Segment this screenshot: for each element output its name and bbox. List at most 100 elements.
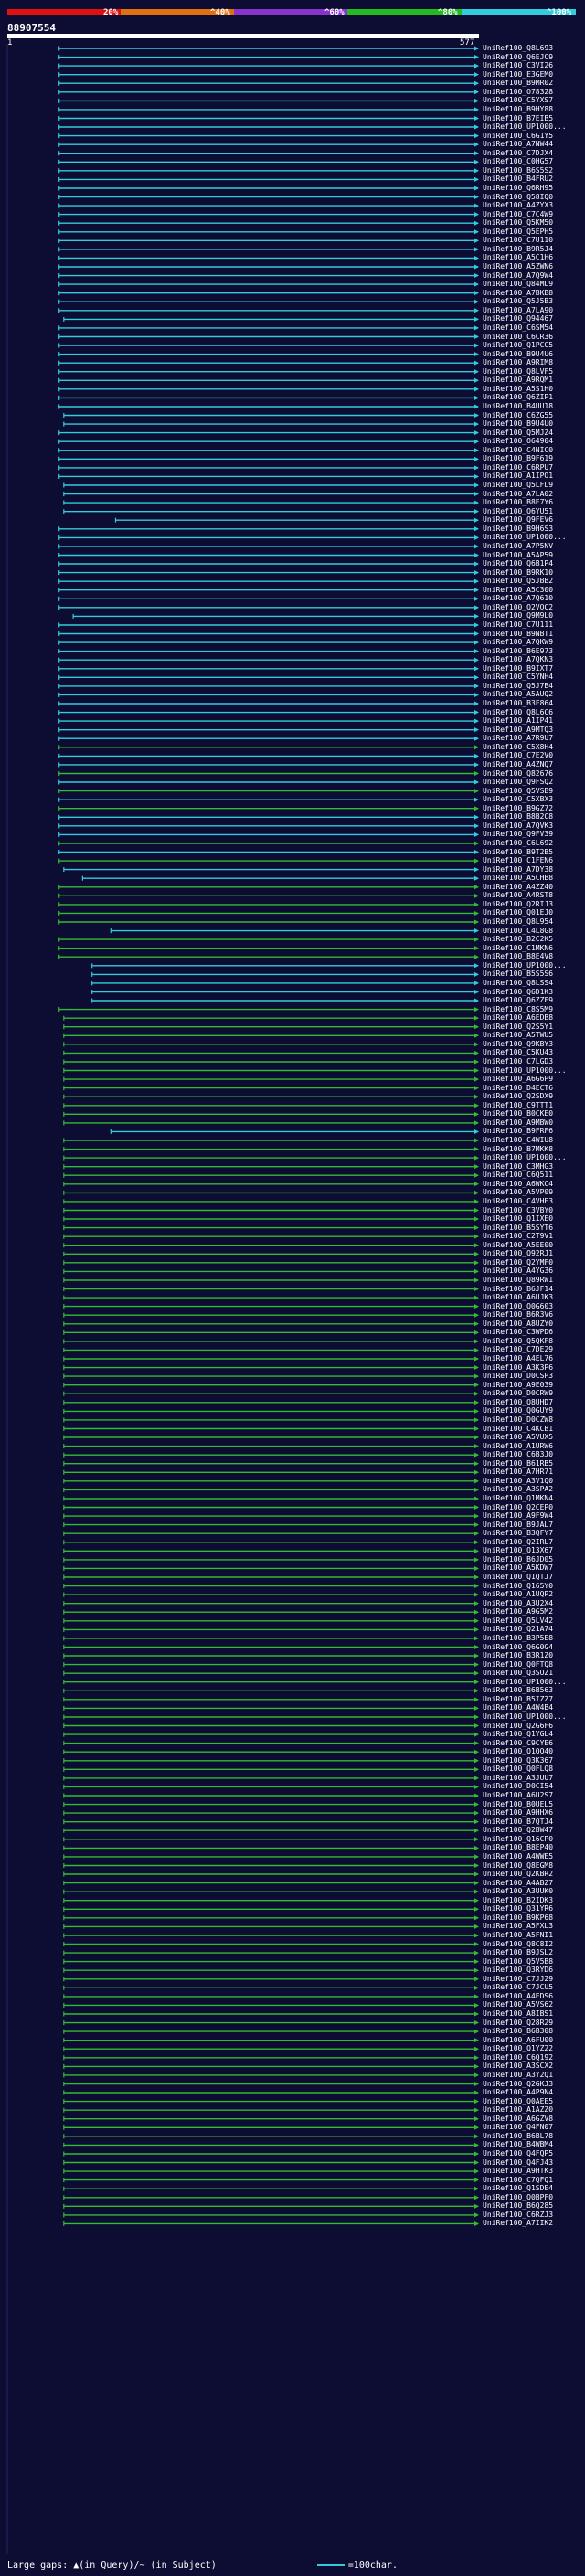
- hit-label[interactable]: UniRef100_C3VI26: [483, 61, 554, 70]
- hit-label[interactable]: UniRef100_C7DJX4: [483, 148, 554, 157]
- hit-label[interactable]: UniRef100_A3UUK0: [483, 1887, 554, 1896]
- hit-label[interactable]: UniRef100_A1UQP2: [483, 1590, 554, 1599]
- hit-label[interactable]: UniRef100_Q9KBY3: [483, 1039, 554, 1048]
- hit-label[interactable]: UniRef100_B6Q285: [483, 2201, 554, 2210]
- hit-label[interactable]: UniRef100_C6G1Y5: [483, 131, 554, 140]
- hit-label[interactable]: UniRef100_Q0BPF0: [483, 2192, 554, 2201]
- hit-label[interactable]: UniRef100_A3SPA2: [483, 1485, 554, 1494]
- hit-label[interactable]: UniRef100_A5FXL3: [483, 1922, 554, 1931]
- hit-label[interactable]: UniRef100_UP1000...: [483, 1677, 567, 1686]
- hit-label[interactable]: UniRef100_A9MBW0: [483, 1118, 554, 1127]
- hit-label[interactable]: UniRef100_B7EIB5: [483, 113, 554, 122]
- hit-label[interactable]: UniRef100_A5S1H0: [483, 384, 554, 393]
- hit-label[interactable]: UniRef100_C6B3J0: [483, 1450, 554, 1459]
- hit-label[interactable]: UniRef100_C5KU43: [483, 1048, 554, 1057]
- hit-label[interactable]: UniRef100_Q31YR6: [483, 1904, 554, 1913]
- hit-label[interactable]: UniRef100_C6ZG55: [483, 410, 554, 419]
- hit-label[interactable]: UniRef100_C4VHE3: [483, 1196, 554, 1205]
- hit-label[interactable]: UniRef100_C0HG57: [483, 157, 554, 166]
- hit-label[interactable]: UniRef100_A9G5M2: [483, 1607, 554, 1617]
- hit-label[interactable]: UniRef100_C3VBY0: [483, 1205, 554, 1214]
- hit-label[interactable]: UniRef100_Q1MKN4: [483, 1494, 554, 1502]
- hit-label[interactable]: UniRef100_Q8EGM8: [483, 1860, 554, 1870]
- hit-label[interactable]: UniRef100_A4ZYX3: [483, 201, 554, 210]
- hit-label[interactable]: UniRef100_Q94467: [483, 314, 554, 323]
- hit-label[interactable]: UniRef100_A7Q9W4: [483, 270, 554, 280]
- hit-label[interactable]: UniRef100_Q58IQ0: [483, 192, 554, 201]
- hit-label[interactable]: UniRef100_C6L692: [483, 839, 554, 847]
- hit-label[interactable]: UniRef100_A3K3P6: [483, 1362, 554, 1372]
- hit-label[interactable]: UniRef100_Q165Y0: [483, 1581, 554, 1590]
- hit-label[interactable]: UniRef100_B2C2K5: [483, 935, 554, 944]
- hit-label[interactable]: UniRef100_Q5KM50: [483, 218, 554, 228]
- hit-label[interactable]: UniRef100_A6EDB8: [483, 1013, 554, 1023]
- hit-label[interactable]: UniRef100_C6SM54: [483, 323, 554, 332]
- hit-label[interactable]: UniRef100_Q9FV39: [483, 830, 554, 839]
- hit-label[interactable]: UniRef100_B5IZZ7: [483, 1694, 554, 1703]
- hit-label[interactable]: UniRef100_O78328: [483, 87, 554, 96]
- hit-label[interactable]: UniRef100_C7JJ29: [483, 1974, 554, 1983]
- hit-label[interactable]: UniRef100_O64904: [483, 437, 554, 446]
- hit-label[interactable]: UniRef100_A5FNI1: [483, 1931, 554, 1939]
- hit-label[interactable]: UniRef100_C6RPU7: [483, 462, 554, 472]
- hit-label[interactable]: UniRef100_Q8LSS4: [483, 978, 554, 987]
- hit-label[interactable]: UniRef100_C7LGD3: [483, 1057, 554, 1065]
- hit-label[interactable]: UniRef100_A7LA90: [483, 305, 554, 314]
- hit-label[interactable]: UniRef100_B3QFY7: [483, 1529, 554, 1538]
- hit-label[interactable]: UniRef100_Q1YZ22: [483, 2044, 554, 2053]
- hit-label[interactable]: UniRef100_A5TWU5: [483, 1031, 554, 1040]
- hit-label[interactable]: UniRef100_C9CYE6: [483, 1738, 554, 1747]
- hit-label[interactable]: UniRef100_Q6ZZF9: [483, 996, 554, 1004]
- hit-label[interactable]: UniRef100_Q2RIJ3: [483, 899, 554, 908]
- hit-label[interactable]: UniRef100_B8B2C8: [483, 812, 554, 822]
- hit-label[interactable]: UniRef100_A4RST8: [483, 891, 554, 900]
- hit-label[interactable]: UniRef100_Q8L6C6: [483, 707, 554, 716]
- hit-label[interactable]: UniRef100_E3GEM0: [483, 69, 554, 79]
- hit-label[interactable]: UniRef100_A8IBS1: [483, 2009, 554, 2018]
- hit-label[interactable]: UniRef100_Q0FLQ8: [483, 1765, 554, 1774]
- hit-label[interactable]: UniRef100_Q6RH95: [483, 184, 554, 192]
- hit-label[interactable]: UniRef100_Q8LVF5: [483, 366, 554, 376]
- hit-label[interactable]: UniRef100_B9H6S3: [483, 524, 554, 533]
- hit-label[interactable]: UniRef100_A5C300: [483, 585, 554, 594]
- hit-label[interactable]: UniRef100_Q01EJ0: [483, 908, 554, 917]
- hit-label[interactable]: UniRef100_A5CHB8: [483, 874, 554, 883]
- hit-label[interactable]: UniRef100_Q92RJ1: [483, 1249, 554, 1258]
- hit-label[interactable]: UniRef100_Q2SDX9: [483, 1092, 554, 1101]
- hit-label[interactable]: UniRef100_B9R5J4: [483, 244, 554, 253]
- hit-label[interactable]: UniRef100_A4ZNQ7: [483, 759, 554, 769]
- hit-label[interactable]: UniRef100_B9MR02: [483, 79, 554, 88]
- hit-label[interactable]: UniRef100_Q6G0G4: [483, 1642, 554, 1651]
- hit-label[interactable]: UniRef100_A7R9U7: [483, 734, 554, 743]
- hit-label[interactable]: UniRef100_A6GZV8: [483, 2114, 554, 2123]
- hit-label[interactable]: UniRef100_B9U4U0: [483, 419, 554, 429]
- hit-label[interactable]: UniRef100_C7DE29: [483, 1345, 554, 1354]
- hit-label[interactable]: UniRef100_C4L8G8: [483, 926, 554, 935]
- hit-label[interactable]: UniRef100_C5YNH4: [483, 673, 554, 682]
- hit-label[interactable]: UniRef100_Q1QQ40: [483, 1747, 554, 1756]
- hit-label[interactable]: UniRef100_B9KP68: [483, 1913, 554, 1922]
- hit-label[interactable]: UniRef100_A7QKN3: [483, 655, 554, 664]
- hit-label[interactable]: UniRef100_A6FU00: [483, 2035, 554, 2044]
- hit-label[interactable]: UniRef100_B6JF14: [483, 1284, 554, 1293]
- hit-label[interactable]: UniRef100_A5AUQ2: [483, 690, 554, 699]
- hit-label[interactable]: UniRef100_B2IDK3: [483, 1895, 554, 1904]
- hit-label[interactable]: UniRef100_UP1000...: [483, 1153, 567, 1162]
- hit-label[interactable]: UniRef100_A5C1H6: [483, 253, 554, 262]
- hit-label[interactable]: UniRef100_B9JAL7: [483, 1520, 554, 1529]
- hit-label[interactable]: UniRef100_A9F9W4: [483, 1511, 554, 1521]
- hit-label[interactable]: UniRef100_B9U4U6: [483, 349, 554, 358]
- hit-label[interactable]: UniRef100_C5YXS7: [483, 96, 554, 105]
- hit-label[interactable]: UniRef100_C9TTT1: [483, 1100, 554, 1109]
- hit-label[interactable]: UniRef100_C4WIU8: [483, 1136, 554, 1144]
- hit-label[interactable]: UniRef100_Q1PCC5: [483, 341, 554, 349]
- hit-label[interactable]: UniRef100_A1IPO1: [483, 472, 554, 481]
- hit-label[interactable]: UniRef100_UP1000...: [483, 960, 567, 970]
- hit-label[interactable]: UniRef100_A4WWE5: [483, 1851, 554, 1860]
- hit-label[interactable]: UniRef100_C2T9V1: [483, 1232, 554, 1241]
- hit-label[interactable]: UniRef100_A3SCX2: [483, 2062, 554, 2071]
- hit-label[interactable]: UniRef100_B9NBT1: [483, 629, 554, 638]
- hit-label[interactable]: UniRef100_B7QTJ4: [483, 1817, 554, 1826]
- hit-label[interactable]: UniRef100_A9HHX6: [483, 1808, 554, 1818]
- hit-label[interactable]: UniRef100_Q13X67: [483, 1546, 554, 1555]
